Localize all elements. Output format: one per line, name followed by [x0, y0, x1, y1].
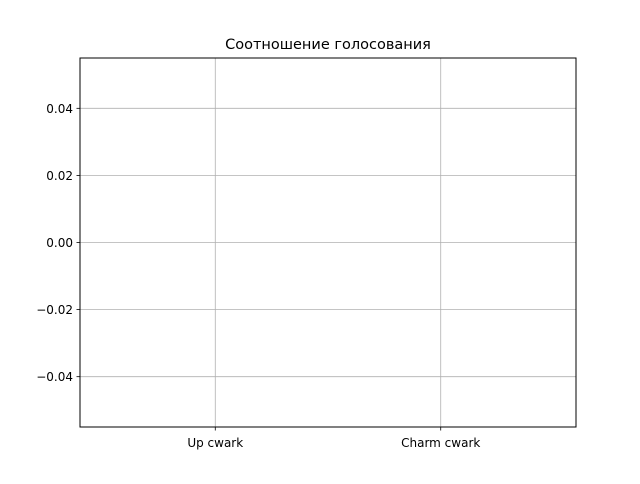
x-axis-ticks: Up cwark Charm cwark [187, 427, 480, 450]
chart-title: Соотношение голосования [225, 37, 431, 53]
grid-lines [80, 58, 576, 427]
y-tick-label: −0.02 [36, 303, 73, 317]
y-tick-label: 0.04 [46, 102, 73, 116]
y-tick-label: 0.02 [46, 169, 73, 183]
y-tick-label: 0.00 [46, 236, 73, 250]
x-tick-label: Charm cwark [401, 436, 480, 450]
y-tick-label: −0.04 [36, 370, 73, 384]
x-tick-label: Up cwark [187, 436, 243, 450]
y-axis-ticks: −0.04 −0.02 0.00 0.02 0.04 [36, 102, 80, 384]
